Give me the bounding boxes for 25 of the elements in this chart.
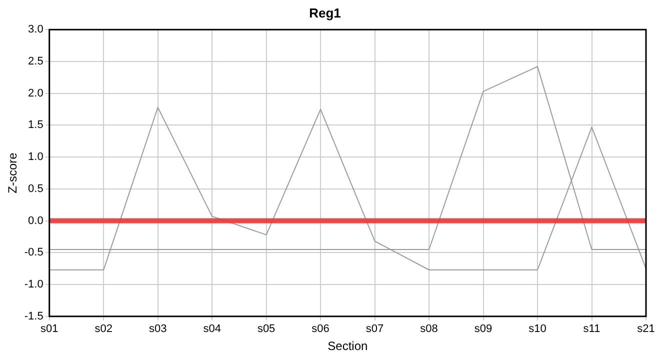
y-tick-label: -1.5: [24, 310, 44, 322]
y-tick-label: 0.0: [28, 214, 44, 227]
x-tick-label: s05: [257, 323, 276, 336]
x-tick-label: s21: [637, 323, 655, 336]
y-tick-label: 1.5: [28, 119, 44, 132]
y-tick-label: -1.0: [24, 278, 44, 291]
x-tick-label: s08: [420, 323, 438, 336]
x-tick-label: s07: [366, 323, 384, 336]
x-tick-label: s06: [312, 323, 330, 336]
x-tick-label: s10: [528, 323, 546, 336]
y-tick-label: -0.5: [24, 246, 44, 259]
x-axis-title: Section: [328, 339, 368, 354]
x-tick-label: s01: [40, 323, 58, 336]
chart-title: Reg1: [309, 5, 341, 20]
x-tick-label: s09: [474, 323, 492, 336]
y-tick-label: 3.0: [28, 24, 44, 36]
y-tick-label: 0.5: [28, 182, 44, 195]
y-tick-label: 2.5: [28, 56, 44, 68]
y-axis-title: Z-score: [6, 152, 20, 194]
x-tick-label: s03: [148, 323, 167, 336]
y-tick-label: 2.0: [28, 87, 44, 100]
x-tick-label: s02: [94, 323, 112, 336]
x-tick-label: s04: [203, 323, 221, 336]
x-tick-label: s11: [583, 323, 600, 336]
y-tick-label: 1.0: [28, 151, 44, 164]
